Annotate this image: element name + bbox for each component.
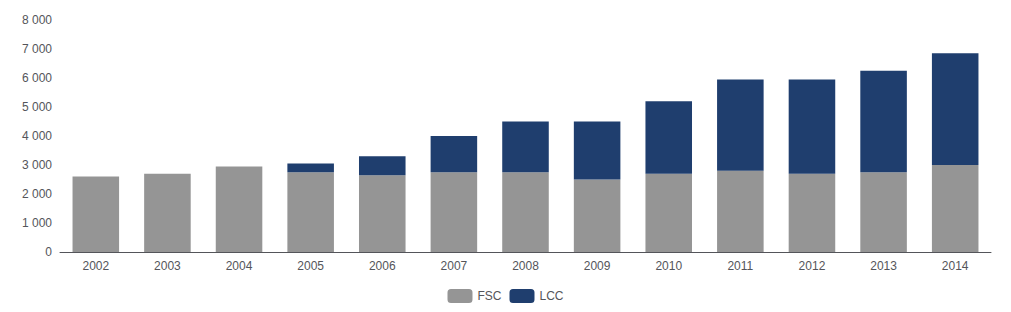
svg-text:7 000: 7 000 [22,42,52,56]
svg-text:2011: 2011 [727,259,753,273]
svg-text:0: 0 [45,245,52,259]
svg-text:2003: 2003 [154,259,181,273]
svg-text:2 000: 2 000 [22,187,52,201]
svg-text:2014: 2014 [942,259,969,273]
svg-text:2013: 2013 [870,259,897,273]
svg-text:2012: 2012 [799,259,826,273]
svg-text:6 000: 6 000 [22,71,52,85]
svg-text:2009: 2009 [584,259,611,273]
svg-text:3 000: 3 000 [22,158,52,172]
svg-text:2004: 2004 [226,259,253,273]
svg-text:2005: 2005 [297,259,324,273]
svg-text:2007: 2007 [441,259,468,273]
svg-text:2002: 2002 [82,259,109,273]
svg-text:4 000: 4 000 [22,129,52,143]
svg-text:1 000: 1 000 [22,216,52,230]
svg-text:2008: 2008 [512,259,539,273]
svg-text:5 000: 5 000 [22,100,52,114]
svg-text:LCC: LCC [539,289,563,303]
svg-text:FSC: FSC [477,289,501,303]
svg-text:2010: 2010 [655,259,682,273]
svg-text:2006: 2006 [369,259,396,273]
svg-text:8 000: 8 000 [22,13,52,27]
